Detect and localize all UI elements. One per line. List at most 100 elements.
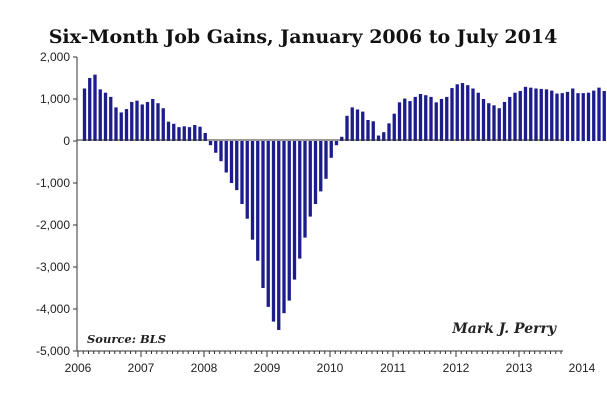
bar [497,108,501,141]
bar [151,99,155,141]
bar [156,103,160,141]
bar [334,141,339,146]
bar [434,102,438,141]
bar [130,101,134,141]
bar [345,115,349,141]
x-tick-label: 2012 [443,361,470,375]
bar [245,141,249,219]
bar [361,111,365,141]
x-tick-label: 2009 [254,361,281,375]
bar [250,141,255,240]
bar [471,88,475,141]
bar [313,141,318,204]
bar [240,141,244,204]
bar [187,127,192,141]
bar [193,125,197,141]
x-tick-label: 2010 [317,361,344,375]
bar [513,92,517,141]
bar [544,89,549,141]
bar [308,141,312,217]
bar [550,90,554,141]
bar [355,109,360,141]
bar [319,141,323,192]
bar [565,91,570,141]
bar [340,136,344,141]
bar [103,92,108,141]
bar [82,88,87,141]
y-tick-label: -3,000 [36,260,70,274]
bar [387,123,391,141]
bar [109,96,113,141]
bar [529,87,533,141]
bar [429,96,433,141]
bar [597,87,601,141]
bar [271,141,276,322]
bar [403,98,407,141]
bar [492,105,496,141]
bar [119,112,123,141]
bar [124,109,129,141]
x-tick-label: 2013 [506,361,533,375]
bar [298,141,302,259]
y-tick-label: 0 [63,134,70,148]
y-tick-label: -1,000 [36,176,70,190]
bar [376,135,381,141]
bar [397,102,402,141]
source-annotation: Source: BLS [87,332,166,346]
bar [523,86,528,141]
bar [329,141,333,158]
bar [166,121,171,141]
y-tick-label: -4,000 [36,302,70,316]
bar [413,96,417,141]
bar [114,107,118,141]
bar [450,88,454,141]
bar [592,90,596,141]
bar [324,141,328,179]
x-tick-label: 2006 [65,361,92,375]
bar [392,113,396,141]
author-signature: Mark J. Perry [451,321,557,337]
bar [534,88,538,141]
bar [277,141,281,330]
bar [203,133,207,141]
plot-area: 2,000 1,000 0 -1,000 -2,000 -3,000 -4,000 -5,00… [36,50,606,375]
bar [418,93,423,141]
bar [256,141,260,261]
bar [586,92,591,141]
bar [208,141,213,146]
bar [502,101,507,141]
y-tick-label: -2,000 [36,218,70,232]
bar [235,141,239,191]
bar [408,101,412,141]
bar [93,74,97,141]
bar [214,141,218,153]
bar [439,99,444,141]
y-axis: 2,000 1,000 0 -1,000 -2,000 -3,000 -4,000 -5,00… [36,50,77,358]
bar [455,84,459,141]
bar [581,93,585,141]
bar [177,127,181,141]
bar [161,108,165,141]
x-tick-label: 2007 [128,361,155,375]
y-tick-label: 1,000 [40,92,70,106]
bar [560,93,564,141]
bar [466,85,470,141]
bar [460,83,465,141]
bar [98,89,102,141]
bar [266,141,270,307]
bar [350,107,354,141]
bar [487,103,491,141]
bar [135,100,139,141]
bar [445,96,449,141]
x-axis: 2006 2007 2008 2009 2010 2011 2012 2013 2014 [65,351,596,375]
bar [88,78,92,141]
x-tick-label: 2014 [569,361,596,375]
bars [82,74,606,330]
bar [424,95,428,141]
x-tick-label: 2008 [191,361,218,375]
bar [224,141,228,173]
bar [539,88,543,141]
bar [303,141,307,238]
chart-title: Six-Month Job Gains, January 2006 to Jul… [49,26,558,48]
bar [261,141,265,288]
